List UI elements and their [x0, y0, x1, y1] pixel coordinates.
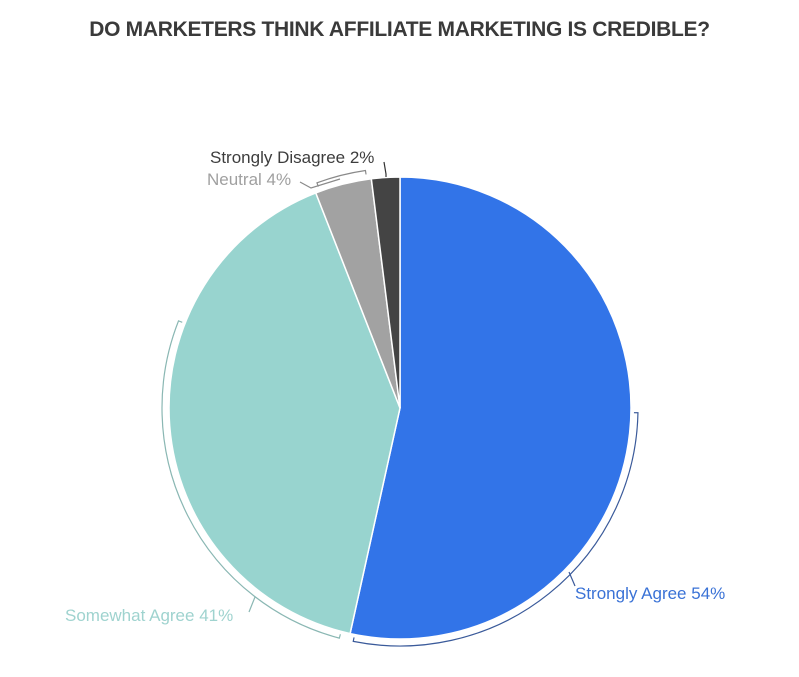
slice-strongly-disagree [370, 176, 401, 409]
slice-somewhat-agree [168, 191, 401, 635]
label-strongly-disagree: Strongly Disagree 2% [210, 148, 375, 167]
slice-strongly-agree [349, 176, 632, 640]
leader-tail [568, 571, 576, 587]
leader-tail [248, 596, 256, 613]
leader-line [352, 412, 639, 647]
leader-line [316, 169, 367, 187]
label-strongly-agree: Strongly Agree 54% [575, 584, 726, 603]
label-neutral: Neutral 4% [207, 170, 292, 189]
label-somewhat-agree: Somewhat Agree 41% [65, 606, 234, 625]
chart-title: DO MARKETERS THINK AFFILIATE MARKETING I… [89, 18, 710, 41]
leader-tail [383, 161, 387, 177]
leader-tail [299, 178, 341, 189]
leader-line [161, 320, 341, 639]
